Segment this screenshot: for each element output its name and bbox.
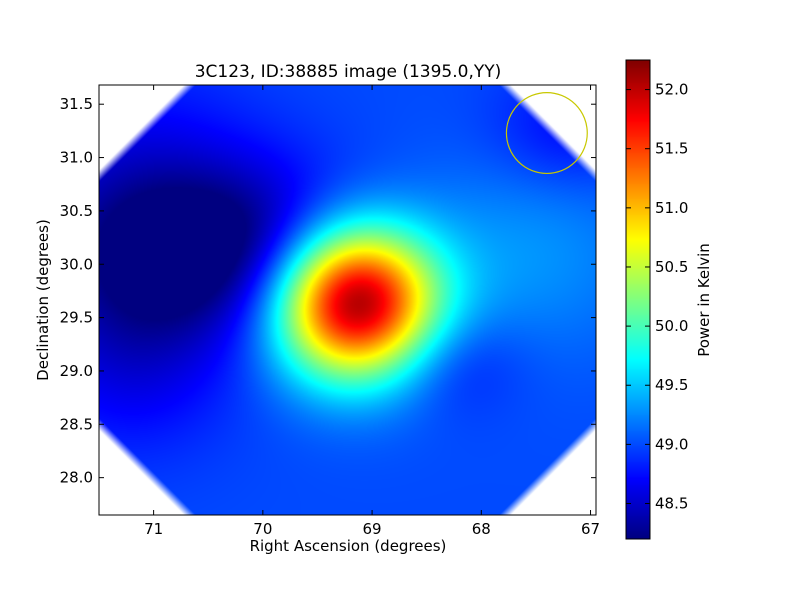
- chart-title: 3C123, ID:38885 image (1395.0,YY): [195, 62, 502, 82]
- colorbar-tick-label: 51.5: [655, 140, 688, 158]
- x-tick-label: 68: [472, 520, 491, 538]
- x-tick-label: 69: [363, 520, 382, 538]
- colorbar-ticks: 48.5 49.0 49.5 50.0 50.5 51.0 51.5 52.0: [626, 81, 688, 513]
- colorbar: 48.5 49.0 49.5 50.0 50.5 51.0 51.5 52.0 Power i…: [625, 59, 713, 540]
- y-tick-label: 31.5: [60, 95, 93, 113]
- colorbar-tick-label: 51.0: [655, 199, 688, 217]
- colorbar-frame: [625, 59, 651, 540]
- y-tick-label: 30.5: [60, 202, 93, 220]
- y-tick-label: 31.0: [60, 149, 93, 167]
- y-tick-label: 30.0: [60, 255, 93, 273]
- y-tick-label: 28.0: [60, 469, 93, 487]
- x-axis: 71 70 69 68 67: [144, 85, 600, 538]
- marker-circle: [505, 91, 588, 175]
- heatmap-image: [99, 85, 596, 515]
- y-tick-label: 28.5: [60, 415, 93, 433]
- x-axis-label: Right Ascension (degrees): [250, 537, 447, 555]
- y-axis-label: Declination (degrees): [34, 219, 52, 381]
- plot-area: [98, 84, 597, 516]
- y-axis: 28.0 28.5 29.0 29.5 30.0 30.5 31.0 31.5: [60, 95, 596, 487]
- y-tick-label: 29.0: [60, 362, 93, 380]
- colorbar-tick-label: 50.0: [655, 317, 688, 335]
- x-tick-label: 67: [581, 520, 600, 538]
- plot-frame: [98, 84, 597, 516]
- colorbar-tick-label: 49.0: [655, 435, 688, 453]
- colorbar-label: Power in Kelvin: [695, 243, 713, 357]
- colorbar-tick-label: 52.0: [655, 81, 688, 99]
- colorbar-tick-label: 50.5: [655, 258, 688, 276]
- colorbar-tick-label: 48.5: [655, 495, 688, 513]
- colorbar-tick-label: 49.5: [655, 376, 688, 394]
- colorbar-gradient: [626, 60, 650, 539]
- x-tick-label: 70: [253, 520, 272, 538]
- x-tick-label: 71: [144, 520, 163, 538]
- y-tick-label: 29.5: [60, 309, 93, 327]
